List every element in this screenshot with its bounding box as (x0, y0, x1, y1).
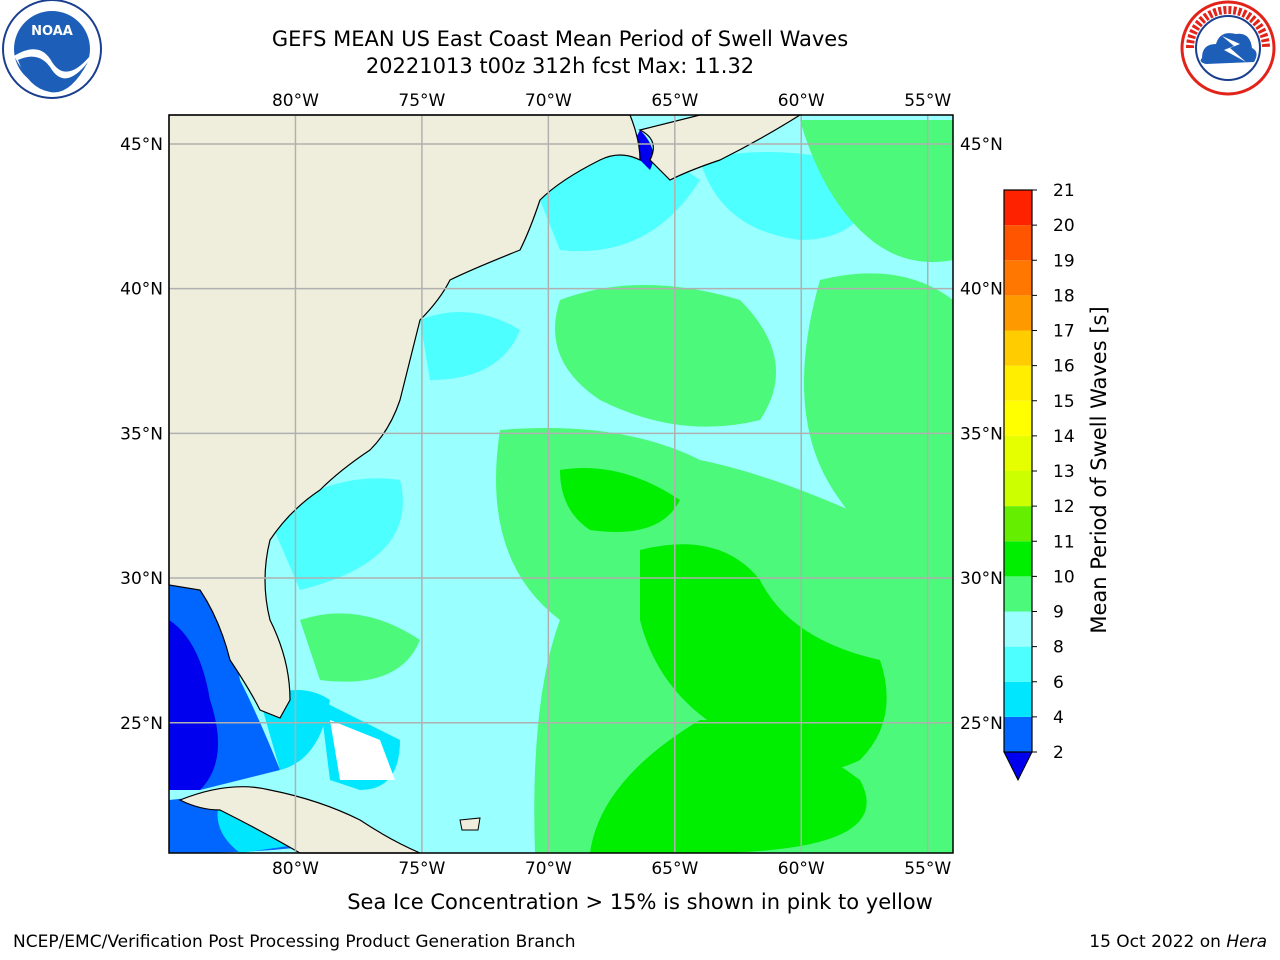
lon-label: 70°W (525, 859, 572, 879)
map-subtitle-forecast: 20221013 t00z 312h fcst Max: 11.32 (365, 54, 755, 78)
cuba (178, 786, 421, 854)
colorbar-tick-label: 10 (1053, 567, 1075, 587)
map-frame (168, 114, 954, 854)
colorbar-extend-arrow (1003, 751, 1033, 782)
footer-machine-name: Hera (1226, 932, 1267, 952)
colorbar-band (1004, 190, 1032, 226)
colorbar-band (1004, 295, 1032, 331)
colorbar-band (1004, 611, 1032, 647)
lon-label: 55°W (904, 859, 951, 879)
lon-label: 80°W (272, 91, 319, 111)
lat-label: 30°N (120, 569, 163, 589)
footer-date-text: 15 Oct 2022 on (1089, 932, 1227, 952)
lon-label: 65°W (651, 859, 698, 879)
lon-label: 55°W (904, 91, 951, 111)
footer-date: 15 Oct 2022 on Hera (1089, 932, 1267, 952)
lat-label: 30°N (960, 569, 1003, 589)
colorbar-tick-label: 12 (1053, 497, 1075, 517)
colorbar-tick-label: 18 (1053, 286, 1075, 306)
colorbar-band (1004, 646, 1032, 682)
colorbar-band (1004, 716, 1032, 752)
colorbar-tick-label: 8 (1053, 638, 1064, 658)
lat-labels-left: 45°N 40°N 35°N 30°N 25°N (120, 135, 163, 734)
island (459, 817, 481, 831)
colorbar-band (1004, 225, 1032, 261)
colorbar-band (1004, 506, 1032, 542)
lon-label: 65°W (651, 91, 698, 111)
lat-labels-right: 45°N 40°N 35°N 30°N 25°N (960, 135, 1003, 734)
lat-label: 25°N (120, 714, 163, 734)
colorbar-tick-label: 21 (1053, 181, 1075, 201)
colorbar-band (1004, 330, 1032, 366)
colorbar-tick-label: 2 (1053, 743, 1064, 763)
sea-ice-note: Sea Ice Concentration > 15% is shown in … (347, 890, 933, 914)
colorbar-tick-label: 13 (1053, 462, 1075, 482)
colorbar-tick-label: 14 (1053, 427, 1075, 447)
map-plot-area (168, 114, 954, 854)
colorbar-tick-label: 11 (1053, 532, 1075, 552)
noaa-logo: NOAA (2, 0, 102, 99)
colorbar-tick-label: 6 (1053, 673, 1064, 693)
lon-label: 60°W (778, 91, 825, 111)
graticule (169, 115, 953, 853)
lat-label: 45°N (120, 135, 163, 155)
colorbar-tick-label: 20 (1053, 216, 1075, 236)
colorbar-label: Mean Period of Swell Waves [s] (1087, 306, 1111, 633)
colorbar-band (1004, 541, 1032, 577)
lat-label: 25°N (960, 714, 1003, 734)
colorbar-band (1004, 576, 1032, 612)
lon-label: 70°W (525, 91, 572, 111)
colorbar-band (1004, 471, 1032, 507)
colorbar-tick-label: 16 (1053, 357, 1075, 377)
lat-label: 35°N (960, 424, 1003, 444)
colorbar-tick-label: 17 (1053, 322, 1075, 342)
lon-label: 80°W (272, 859, 319, 879)
colorbar-band (1004, 681, 1032, 717)
colorbar-band (1004, 365, 1032, 401)
lon-label: 60°W (778, 859, 825, 879)
lon-label: 75°W (398, 859, 445, 879)
lon-labels-bottom: 80°W 75°W 70°W 65°W 60°W 55°W (272, 859, 951, 879)
colorbar-band (1004, 260, 1032, 296)
colorbar-tick-label: 19 (1053, 251, 1075, 271)
nws-logo (1180, 0, 1276, 96)
colorbar: 2 4 6 8 9 10 11 12 13 14 15 16 17 18 19 20 21 (1003, 181, 1075, 782)
colorbar-tick-label: 4 (1053, 708, 1064, 728)
colorbar-band (1004, 435, 1032, 471)
lon-label: 75°W (398, 91, 445, 111)
us-east-coast (168, 114, 641, 719)
land-mass (168, 114, 803, 854)
swell-period-field (169, 120, 953, 853)
lat-label: 35°N (120, 424, 163, 444)
lat-label: 40°N (120, 280, 163, 300)
lat-label: 45°N (960, 135, 1003, 155)
lon-labels-top: 80°W 75°W 70°W 65°W 60°W 55°W (272, 91, 951, 111)
colorbar-tick-label: 15 (1053, 392, 1075, 412)
lat-label: 40°N (960, 280, 1003, 300)
noaa-logo-text: NOAA (31, 24, 73, 39)
colorbar-tick-label: 9 (1053, 603, 1064, 623)
colorbar-band (1004, 400, 1032, 436)
map-title: GEFS MEAN US East Coast Mean Period of S… (271, 27, 849, 51)
footer-credit: NCEP/EMC/Verification Post Processing Pr… (13, 932, 576, 952)
